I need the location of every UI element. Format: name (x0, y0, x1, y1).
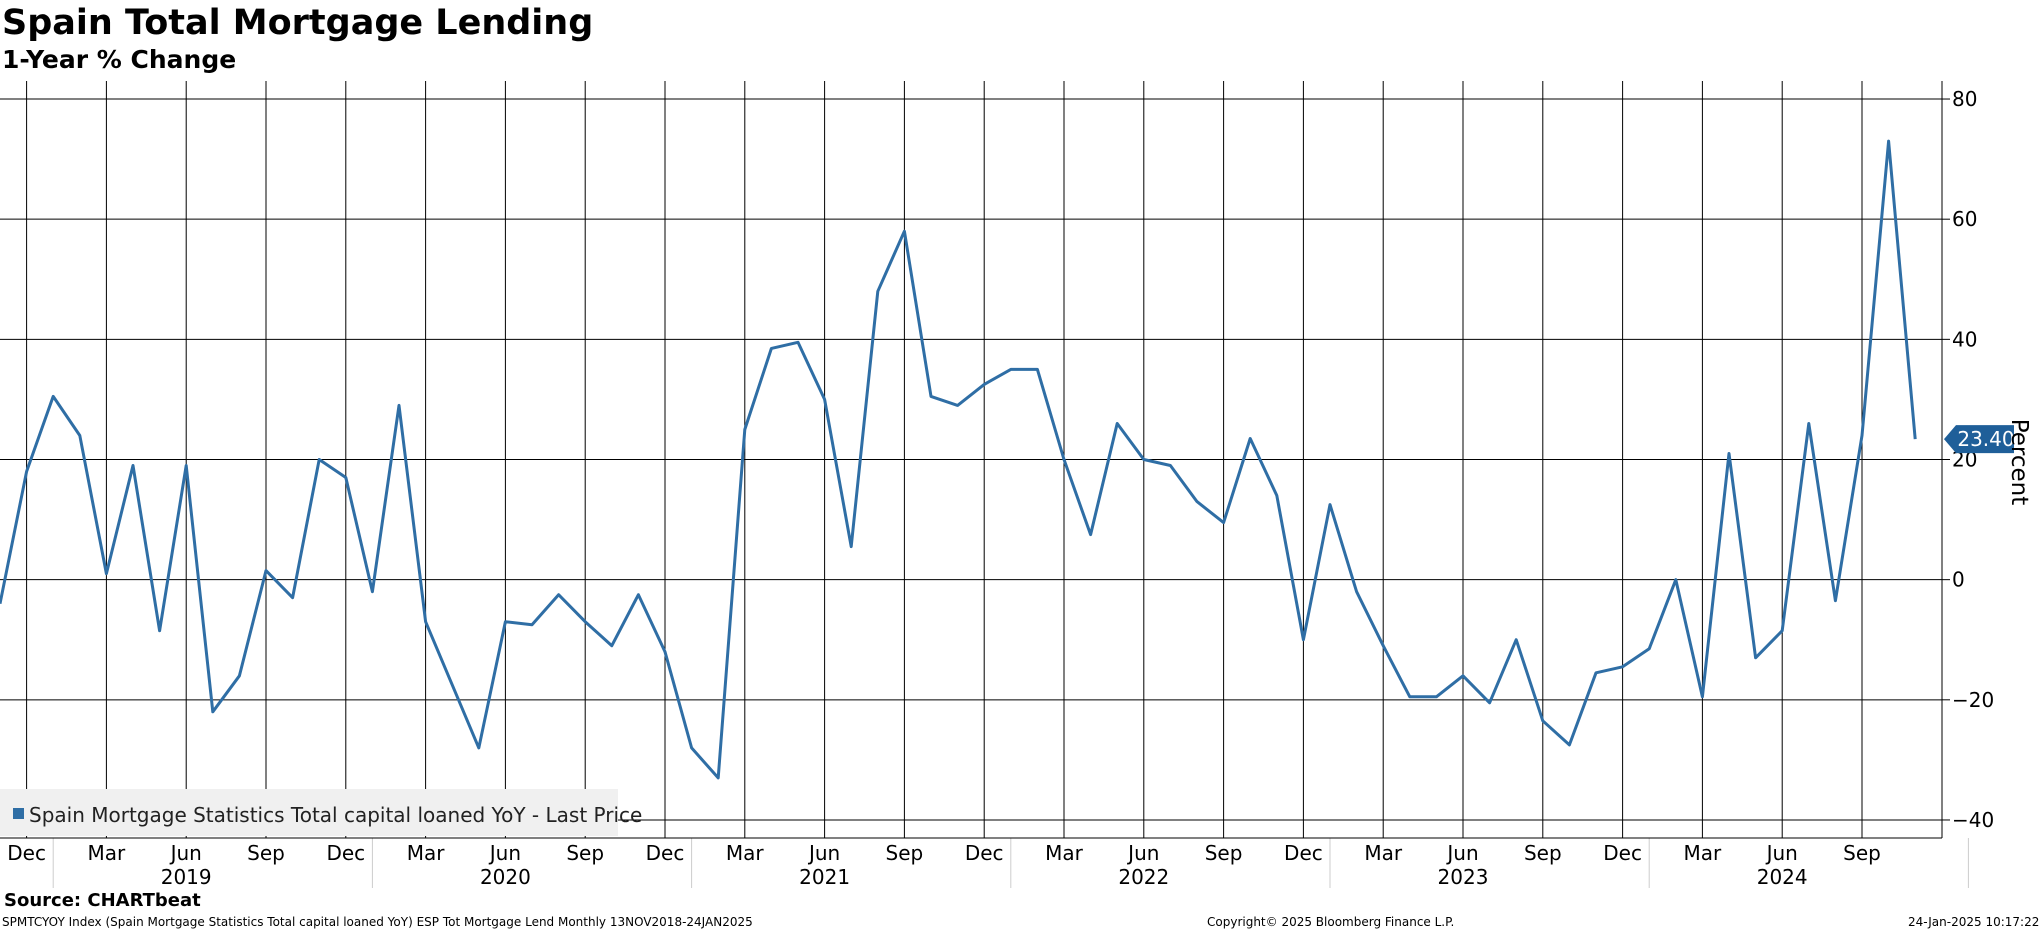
series (0, 139, 1917, 780)
y-tick-label: 80 (1952, 87, 1977, 111)
x-tick-label: Jun (488, 841, 521, 865)
x-tick-label: Jun (1445, 841, 1478, 865)
last-value-marker (1944, 425, 2014, 454)
x-tick-label: Sep (566, 841, 604, 865)
y-tick-label: 0 (1952, 568, 1965, 592)
year-label: 2019 (161, 865, 212, 889)
series-line (0, 139, 1917, 780)
x-tick-label: Mar (1684, 841, 1723, 865)
x-tick-label: Dec (326, 841, 365, 865)
ticker-info: SPMTCYOY Index (Spain Mortgage Statistic… (2, 915, 753, 929)
year-label: 2020 (480, 865, 531, 889)
x-tick-label: Sep (1205, 841, 1243, 865)
x-tick-label: Jun (1765, 841, 1798, 865)
legend-label: Spain Mortgage Statistics Total capital … (29, 803, 642, 827)
x-tick-label: Dec (1603, 841, 1642, 865)
x-tick-label: Sep (886, 841, 924, 865)
year-label: 2022 (1118, 865, 1169, 889)
x-tick-label: Mar (726, 841, 765, 865)
axes (0, 81, 1969, 888)
y-axis-label: Percent (2006, 419, 2032, 506)
x-tick-label: Sep (1524, 841, 1562, 865)
x-tick-label: Dec (965, 841, 1004, 865)
x-tick-label: Dec (646, 841, 685, 865)
year-label: 2021 (799, 865, 850, 889)
x-tick-label: Jun (169, 841, 202, 865)
year-label: 2024 (1757, 865, 1808, 889)
chart-title: Spain Total Mortgage Lending (2, 3, 594, 43)
y-tick-label: −20 (1952, 688, 1994, 712)
timestamp: 24-Jan-2025 10:17:22 (1908, 915, 2040, 929)
x-tick-label: Mar (88, 841, 127, 865)
x-tick-label: Dec (1284, 841, 1323, 865)
y-tick-label: 40 (1952, 327, 1977, 351)
x-tick-label: Sep (247, 841, 285, 865)
year-label: 2023 (1438, 865, 1489, 889)
source-note: Source: CHARTbeat (4, 890, 201, 911)
y-tick-label: −40 (1952, 808, 1994, 832)
chart-subtitle: 1-Year % Change (2, 45, 237, 74)
copyright-note: Copyright© 2025 Bloomberg Finance L.P. (1207, 915, 1455, 929)
x-tick-label: Mar (1364, 841, 1403, 865)
last-value-label: 23.40 (1957, 427, 2014, 451)
legend-box (0, 789, 618, 836)
x-tick-label: Jun (807, 841, 840, 865)
x-tick-label: Mar (407, 841, 446, 865)
x-tick-label: Dec (7, 841, 46, 865)
x-tick-label: Jun (1126, 841, 1159, 865)
x-tick-label: Sep (1843, 841, 1881, 865)
x-tick-label: Mar (1045, 841, 1084, 865)
y-tick-label: 60 (1952, 207, 1977, 231)
legend-swatch (13, 808, 24, 819)
grid (0, 81, 1942, 838)
